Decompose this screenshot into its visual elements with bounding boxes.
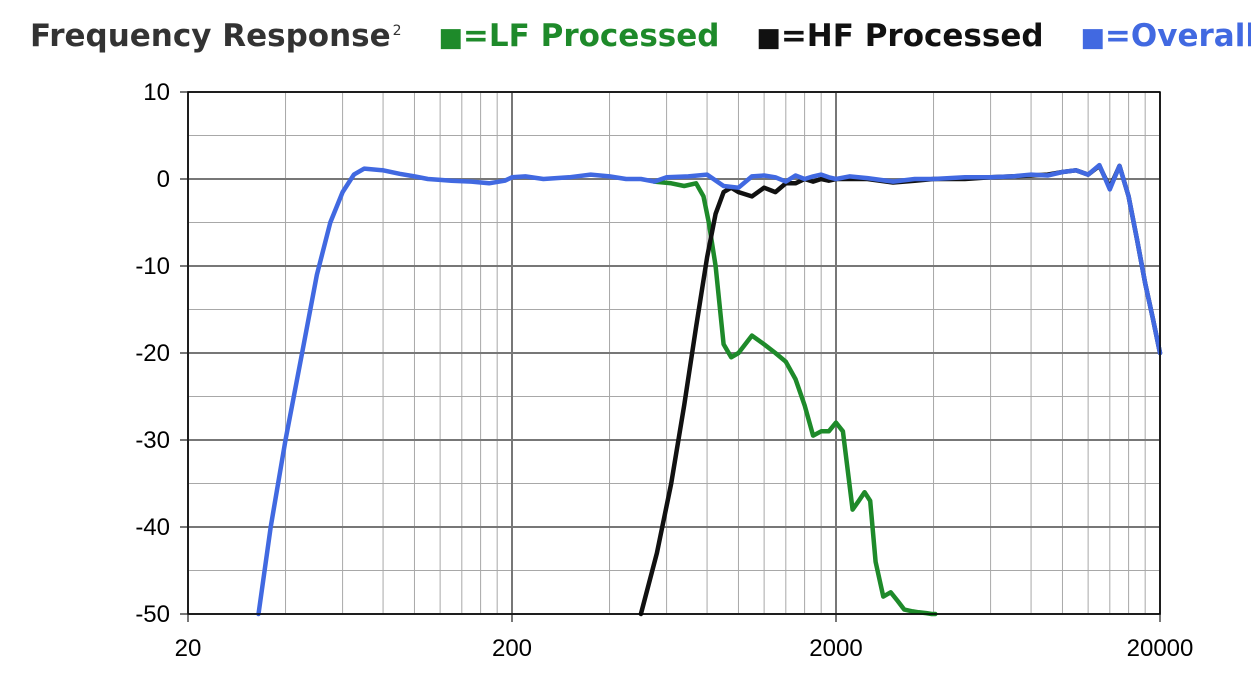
- y-tick-label: 10: [143, 79, 170, 106]
- series-line-overall: [256, 162, 1163, 617]
- y-axis-ticks: 10 0 -10 -20 -30 -40 -50: [135, 79, 170, 628]
- chart-title: Frequency Response: [30, 18, 391, 54]
- legend-item-lf: ■=LF Processed: [438, 18, 719, 54]
- y-tick-label: -40: [135, 514, 170, 541]
- chart-title-row: Frequency Response 2 ■=LF Processed ■=HF …: [30, 18, 1251, 62]
- x-tick-label: 20: [175, 635, 202, 662]
- plot-frame: [187, 91, 1161, 615]
- series-layer: [256, 162, 1163, 617]
- chart-title-superscript: 2: [392, 22, 402, 39]
- y-tick-label: -50: [135, 601, 170, 628]
- series-line-hf: [638, 163, 1163, 617]
- y-tick-label: -30: [135, 427, 170, 454]
- legend-item-overall: ■=Overall: [1080, 18, 1251, 54]
- legend-label-lf: =LF Processed: [462, 18, 720, 54]
- y-tick-label: -20: [135, 340, 170, 367]
- legend-item-hf: ■=HF Processed: [756, 18, 1043, 54]
- legend-swatch-lf: ■: [438, 23, 463, 53]
- legend-swatch-overall: ■: [1080, 23, 1105, 53]
- y-tick-label: 0: [157, 166, 170, 193]
- legend-label-hf: =HF Processed: [780, 18, 1044, 54]
- y-tick-label: -10: [135, 253, 170, 280]
- legend-label-overall: =Overall: [1104, 18, 1251, 54]
- x-axis-ticks: 20 200 2000 20000: [175, 635, 1194, 662]
- x-tick-label: 20000: [1127, 635, 1194, 662]
- grid-major: [180, 91, 1161, 622]
- x-tick-label: 2000: [809, 635, 862, 662]
- x-tick-label: 200: [492, 635, 532, 662]
- legend-swatch-hf: ■: [756, 23, 781, 53]
- series-line-lf: [652, 179, 938, 617]
